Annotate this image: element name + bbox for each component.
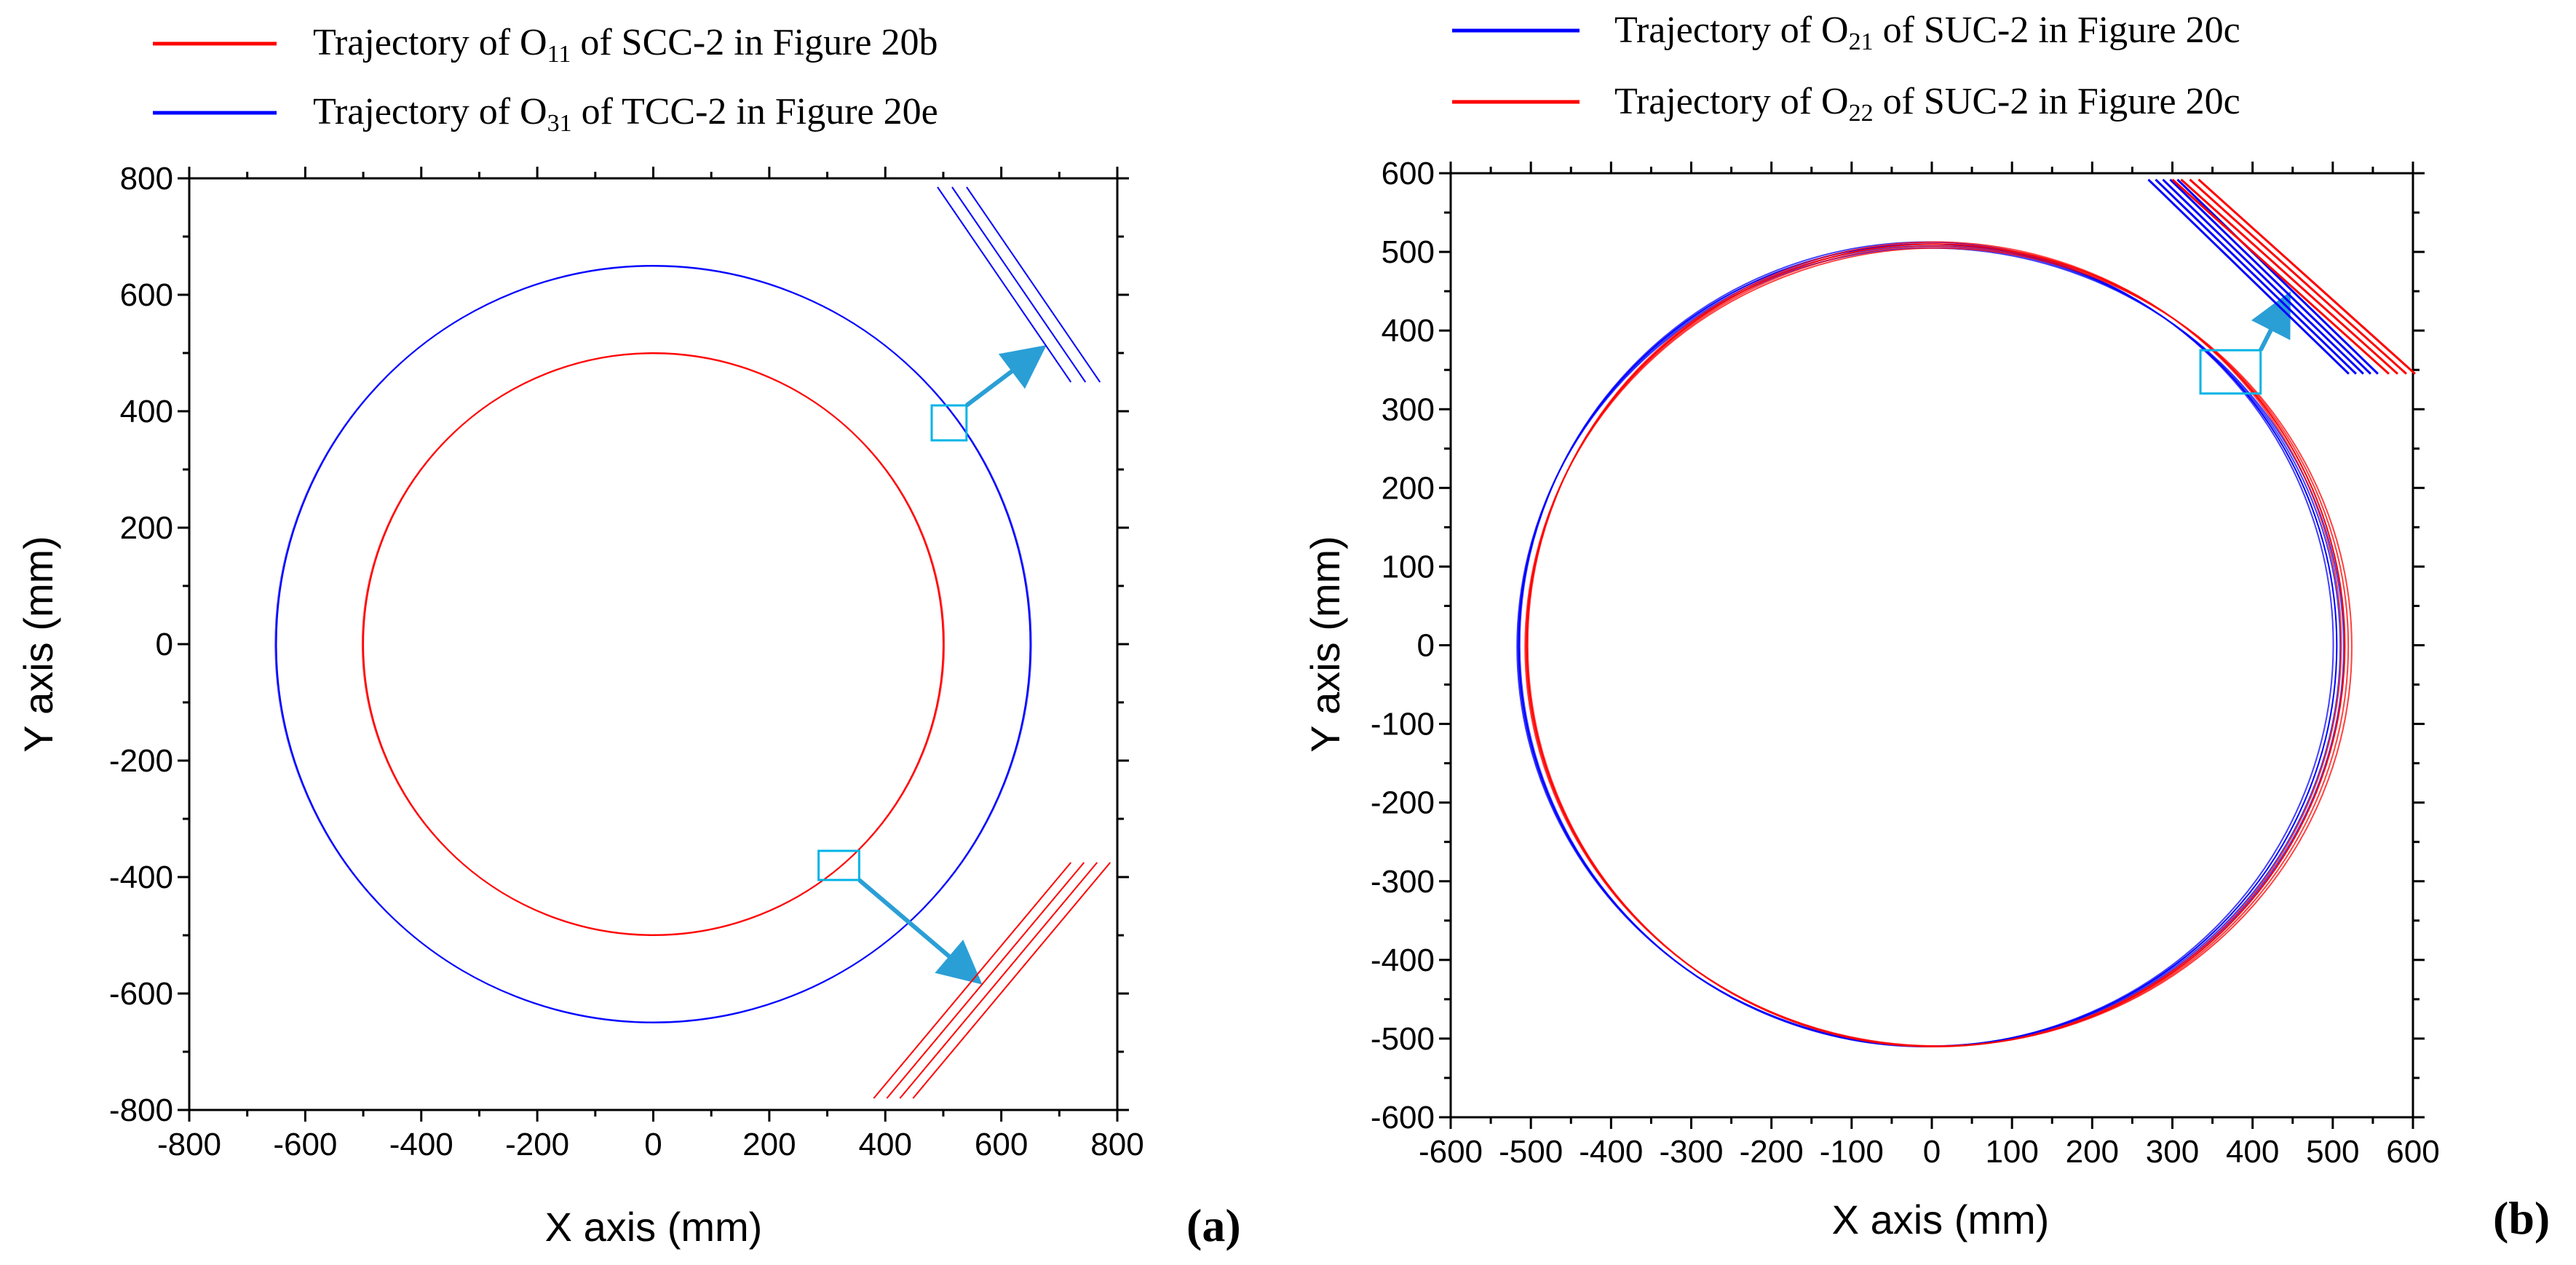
zoom-arrow-b-0 (2251, 291, 2291, 352)
inset-line-a-1-2 (899, 862, 1098, 1099)
inset-line-b-0-0 (2147, 178, 2350, 375)
inset-line-b-0-3 (2169, 178, 2371, 375)
panel-a-frame (188, 177, 1119, 1111)
inset-line-b-0-2 (2162, 178, 2364, 375)
trajectory-b-0-pass-2 (1518, 241, 2334, 1048)
panel-b-plot: -600-600 -500 -500 -400 -400 -300 -300 -200 -200… (1371, 156, 2440, 1170)
x-tick-label: 600 (2386, 1134, 2439, 1170)
y-tick-label: -600 (1371, 1100, 1435, 1135)
trajectory-b-1-pass-3 (1524, 247, 2353, 1047)
x-tick-label: 0 (644, 1127, 662, 1162)
legend-a-text-1: Trajectory of O31 of TCC-2 in Figure 20e (313, 91, 938, 137)
panel-b-xlabel: X axis (mm) (1832, 1197, 2050, 1242)
trajectory-a-1-pass-1 (274, 265, 1032, 1023)
y-tick-label: 0 (1417, 628, 1435, 664)
y-tick-label: 600 (1382, 156, 1435, 191)
inset-line-a-0-2 (966, 186, 1101, 383)
x-tick-label: -400 (389, 1127, 453, 1162)
zoom-arrow-a-1 (857, 878, 983, 985)
x-tick-label: 800 (1090, 1127, 1144, 1162)
x-tick-label: -600 (1419, 1134, 1483, 1170)
x-tick-label: 200 (742, 1127, 796, 1162)
panel-b-label: (b) (2493, 1192, 2550, 1244)
x-tick-label: 400 (859, 1127, 912, 1162)
panel-a-plot: -800-800 -600 -600 -400 -400 -200 -200 0 0 200 200… (109, 161, 1144, 1162)
y-tick-label: -600 (109, 976, 173, 1012)
zoom-box-a-1 (817, 849, 860, 881)
inset-line-a-0-1 (951, 186, 1087, 383)
x-tick-label: 100 (1985, 1134, 2038, 1170)
y-tick-label: 300 (1382, 392, 1435, 427)
x-tick-label: -200 (1740, 1134, 1804, 1170)
x-tick-label: 300 (2146, 1134, 2199, 1170)
x-tick-label: 500 (2306, 1134, 2359, 1170)
trajectory-a-0 (362, 352, 944, 936)
inset-line-b-1-2 (2189, 178, 2407, 375)
panel-a-ylabel: Y axis (mm) (15, 536, 61, 753)
legend-a: Trajectory of O11 of SCC-2 in Figure 20b… (153, 22, 938, 137)
y-tick-label: -100 (1371, 707, 1435, 742)
inset-line-a-1-1 (886, 862, 1085, 1099)
y-tick-label: -500 (1371, 1021, 1435, 1057)
y-tick-label: -300 (1371, 864, 1435, 900)
inset-line-b-1-0 (2171, 178, 2390, 375)
x-tick-label: -100 (1820, 1134, 1884, 1170)
x-tick-label: -500 (1499, 1134, 1563, 1170)
y-tick-label: 800 (120, 161, 173, 197)
y-tick-label: -400 (1371, 943, 1435, 978)
panel-b-frame (1449, 172, 2414, 1119)
zoom-arrow-a-0 (965, 345, 1047, 408)
y-tick-label: 200 (120, 510, 173, 546)
x-tick-label: 400 (2226, 1134, 2279, 1170)
y-tick-label: 100 (1382, 549, 1435, 584)
y-tick-label: 400 (1382, 313, 1435, 349)
y-tick-label: -800 (109, 1092, 173, 1128)
x-tick-label: 200 (2066, 1134, 2119, 1170)
y-tick-label: 600 (120, 277, 173, 313)
y-tick-label: 0 (156, 627, 173, 662)
inset-line-b-1-3 (2197, 178, 2416, 375)
zoom-box-a-0 (930, 404, 968, 442)
legend-a-text-0: Trajectory of O11 of SCC-2 in Figure 20b (313, 22, 938, 68)
inset-line-a-1-0 (873, 862, 1072, 1099)
y-tick-label: -200 (1371, 785, 1435, 821)
x-tick-label: -600 (273, 1127, 337, 1162)
x-tick-label: -200 (505, 1127, 569, 1162)
y-tick-label: 200 (1382, 470, 1435, 506)
panel-a-label: (a) (1186, 1199, 1241, 1251)
legend-b-text-0: Trajectory of O21 of SUC-2 in Figure 20c (1614, 9, 2240, 55)
panel-b-ylabel: Y axis (mm) (1302, 536, 1348, 753)
legend-b-text-1: Trajectory of O22 of SUC-2 in Figure 20c (1614, 81, 2240, 127)
zoom-box-b-0 (2199, 349, 2262, 395)
inset-line-b-0-1 (2155, 178, 2357, 375)
trajectory-a-0-pass-1 (361, 352, 946, 936)
x-tick-label: -400 (1579, 1134, 1643, 1170)
x-tick-label: -800 (157, 1127, 221, 1162)
panel-a-xlabel: X axis (mm) (545, 1204, 763, 1250)
x-tick-label: 600 (975, 1127, 1028, 1162)
inset-line-b-1-1 (2180, 178, 2398, 375)
y-tick-label: -200 (109, 743, 173, 779)
x-tick-label: 0 (1923, 1134, 1941, 1170)
trajectory-a-1 (275, 265, 1031, 1023)
legend-b: Trajectory of O21 of SUC-2 in Figure 20c… (1452, 9, 2240, 127)
y-tick-label: -400 (109, 860, 173, 895)
x-tick-label: -300 (1659, 1134, 1723, 1170)
y-tick-label: 500 (1382, 234, 1435, 270)
inset-line-a-1-3 (912, 862, 1111, 1099)
inset-line-a-0-0 (937, 186, 1072, 383)
y-tick-label: 400 (120, 394, 173, 429)
inset-line-b-0-4 (2176, 178, 2379, 375)
